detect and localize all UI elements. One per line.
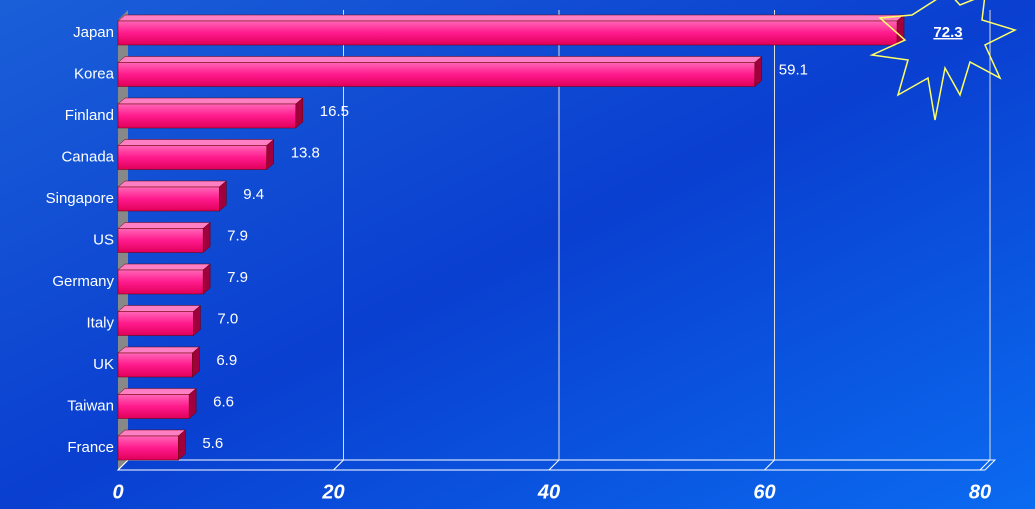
x-tick [979,459,991,471]
bar-top [117,14,905,22]
x-tick-label: 20 [321,481,344,503]
x-tick [548,459,560,471]
bar [117,186,220,212]
bar [117,145,267,170]
bar [117,269,204,295]
bar [117,394,190,419]
y-tick-label: Japan [73,24,114,41]
bar [117,435,179,461]
bar [117,103,297,129]
value-label: 7.0 [217,310,238,327]
value-label: 72.3 [933,24,962,41]
y-tick-label: Taiwan [67,397,114,414]
value-label: 59.1 [779,61,808,78]
bar-top [117,180,227,188]
bar [117,20,898,46]
bar [117,62,756,87]
bar-top [117,305,202,312]
value-label: 6.6 [213,393,234,410]
y-tick-label: UK [93,356,114,373]
bar-top [117,263,211,271]
bar-top [117,222,211,229]
value-label: 5.6 [202,435,223,452]
bar-top [117,429,187,437]
starburst [869,0,1018,121]
bar-top [117,388,197,395]
y-tick-label: US [93,231,114,248]
x-tick [333,459,344,471]
bar [117,228,204,253]
value-label: 9.4 [243,186,264,203]
value-label: 16.5 [320,103,349,120]
x-tick-label: 0 [112,481,123,503]
bar-top [117,139,275,146]
y-tick-label: Finland [65,107,114,124]
bar-top [117,56,763,63]
y-tick-label: Singapore [46,190,114,207]
y-tick-label: Germany [52,273,114,290]
bar-top [117,346,201,354]
x-tick-label: 80 [969,481,991,503]
y-tick-label: Italy [86,314,114,331]
y-tick-label: Korea [74,65,115,82]
bar-top [117,97,304,105]
y-tick-label: France [67,439,114,456]
bar [117,311,194,336]
x-tick [764,459,775,471]
x-tick-label: 40 [537,481,560,503]
value-label: 6.9 [216,352,237,369]
value-label: 7.9 [227,227,248,244]
x-tick-label: 60 [753,481,775,503]
bar [117,352,193,378]
value-label: 13.8 [291,144,320,161]
x-tick [117,459,129,471]
value-label: 7.9 [227,269,248,286]
y-tick-label: Canada [61,148,114,165]
